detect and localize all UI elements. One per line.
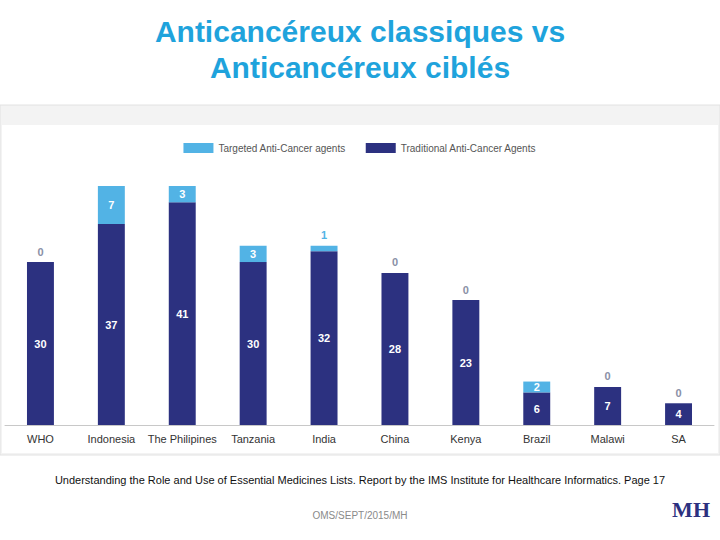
svg-text:Indonesia: Indonesia xyxy=(87,433,136,445)
svg-text:1: 1 xyxy=(321,229,327,241)
svg-text:7: 7 xyxy=(605,400,611,412)
svg-text:6: 6 xyxy=(534,403,540,415)
svg-text:7: 7 xyxy=(108,199,114,211)
svg-text:0: 0 xyxy=(392,256,398,268)
svg-text:Tanzania: Tanzania xyxy=(231,433,276,445)
svg-text:37: 37 xyxy=(105,319,117,331)
svg-text:41: 41 xyxy=(176,308,188,320)
svg-text:Anticancéreux classiques vs: Anticancéreux classiques vs xyxy=(155,15,565,48)
svg-text:Traditional Anti-Cancer Agents: Traditional Anti-Cancer Agents xyxy=(401,143,536,154)
svg-text:32: 32 xyxy=(318,332,330,344)
svg-text:Targeted Anti-Cancer agents: Targeted Anti-Cancer agents xyxy=(218,143,345,154)
svg-text:3: 3 xyxy=(179,188,185,200)
svg-text:Kenya: Kenya xyxy=(450,433,482,445)
svg-text:OMS/SEPT/2015/MH: OMS/SEPT/2015/MH xyxy=(312,510,407,521)
svg-text:0: 0 xyxy=(675,387,681,399)
svg-text:China: China xyxy=(381,433,411,445)
svg-text:3: 3 xyxy=(250,248,256,260)
svg-text:0: 0 xyxy=(37,246,43,258)
svg-text:Understanding the Role and Use: Understanding the Role and Use of Essent… xyxy=(55,474,665,486)
svg-text:23: 23 xyxy=(460,357,472,369)
svg-text:SA: SA xyxy=(671,433,686,445)
svg-text:4: 4 xyxy=(675,408,682,420)
svg-text:0: 0 xyxy=(605,370,611,382)
svg-text:India: India xyxy=(312,433,337,445)
svg-text:2: 2 xyxy=(534,381,540,393)
svg-text:30: 30 xyxy=(34,338,46,350)
svg-text:30: 30 xyxy=(247,338,259,350)
svg-text:The Philipines: The Philipines xyxy=(148,433,218,445)
svg-text:Brazil: Brazil xyxy=(523,433,551,445)
svg-text:0: 0 xyxy=(463,284,469,296)
svg-text:MH: MH xyxy=(672,497,710,522)
svg-text:Malawi: Malawi xyxy=(591,433,625,445)
svg-text:WHO: WHO xyxy=(27,433,54,445)
svg-text:Anticancéreux ciblés: Anticancéreux ciblés xyxy=(210,51,510,84)
svg-text:28: 28 xyxy=(389,343,401,355)
